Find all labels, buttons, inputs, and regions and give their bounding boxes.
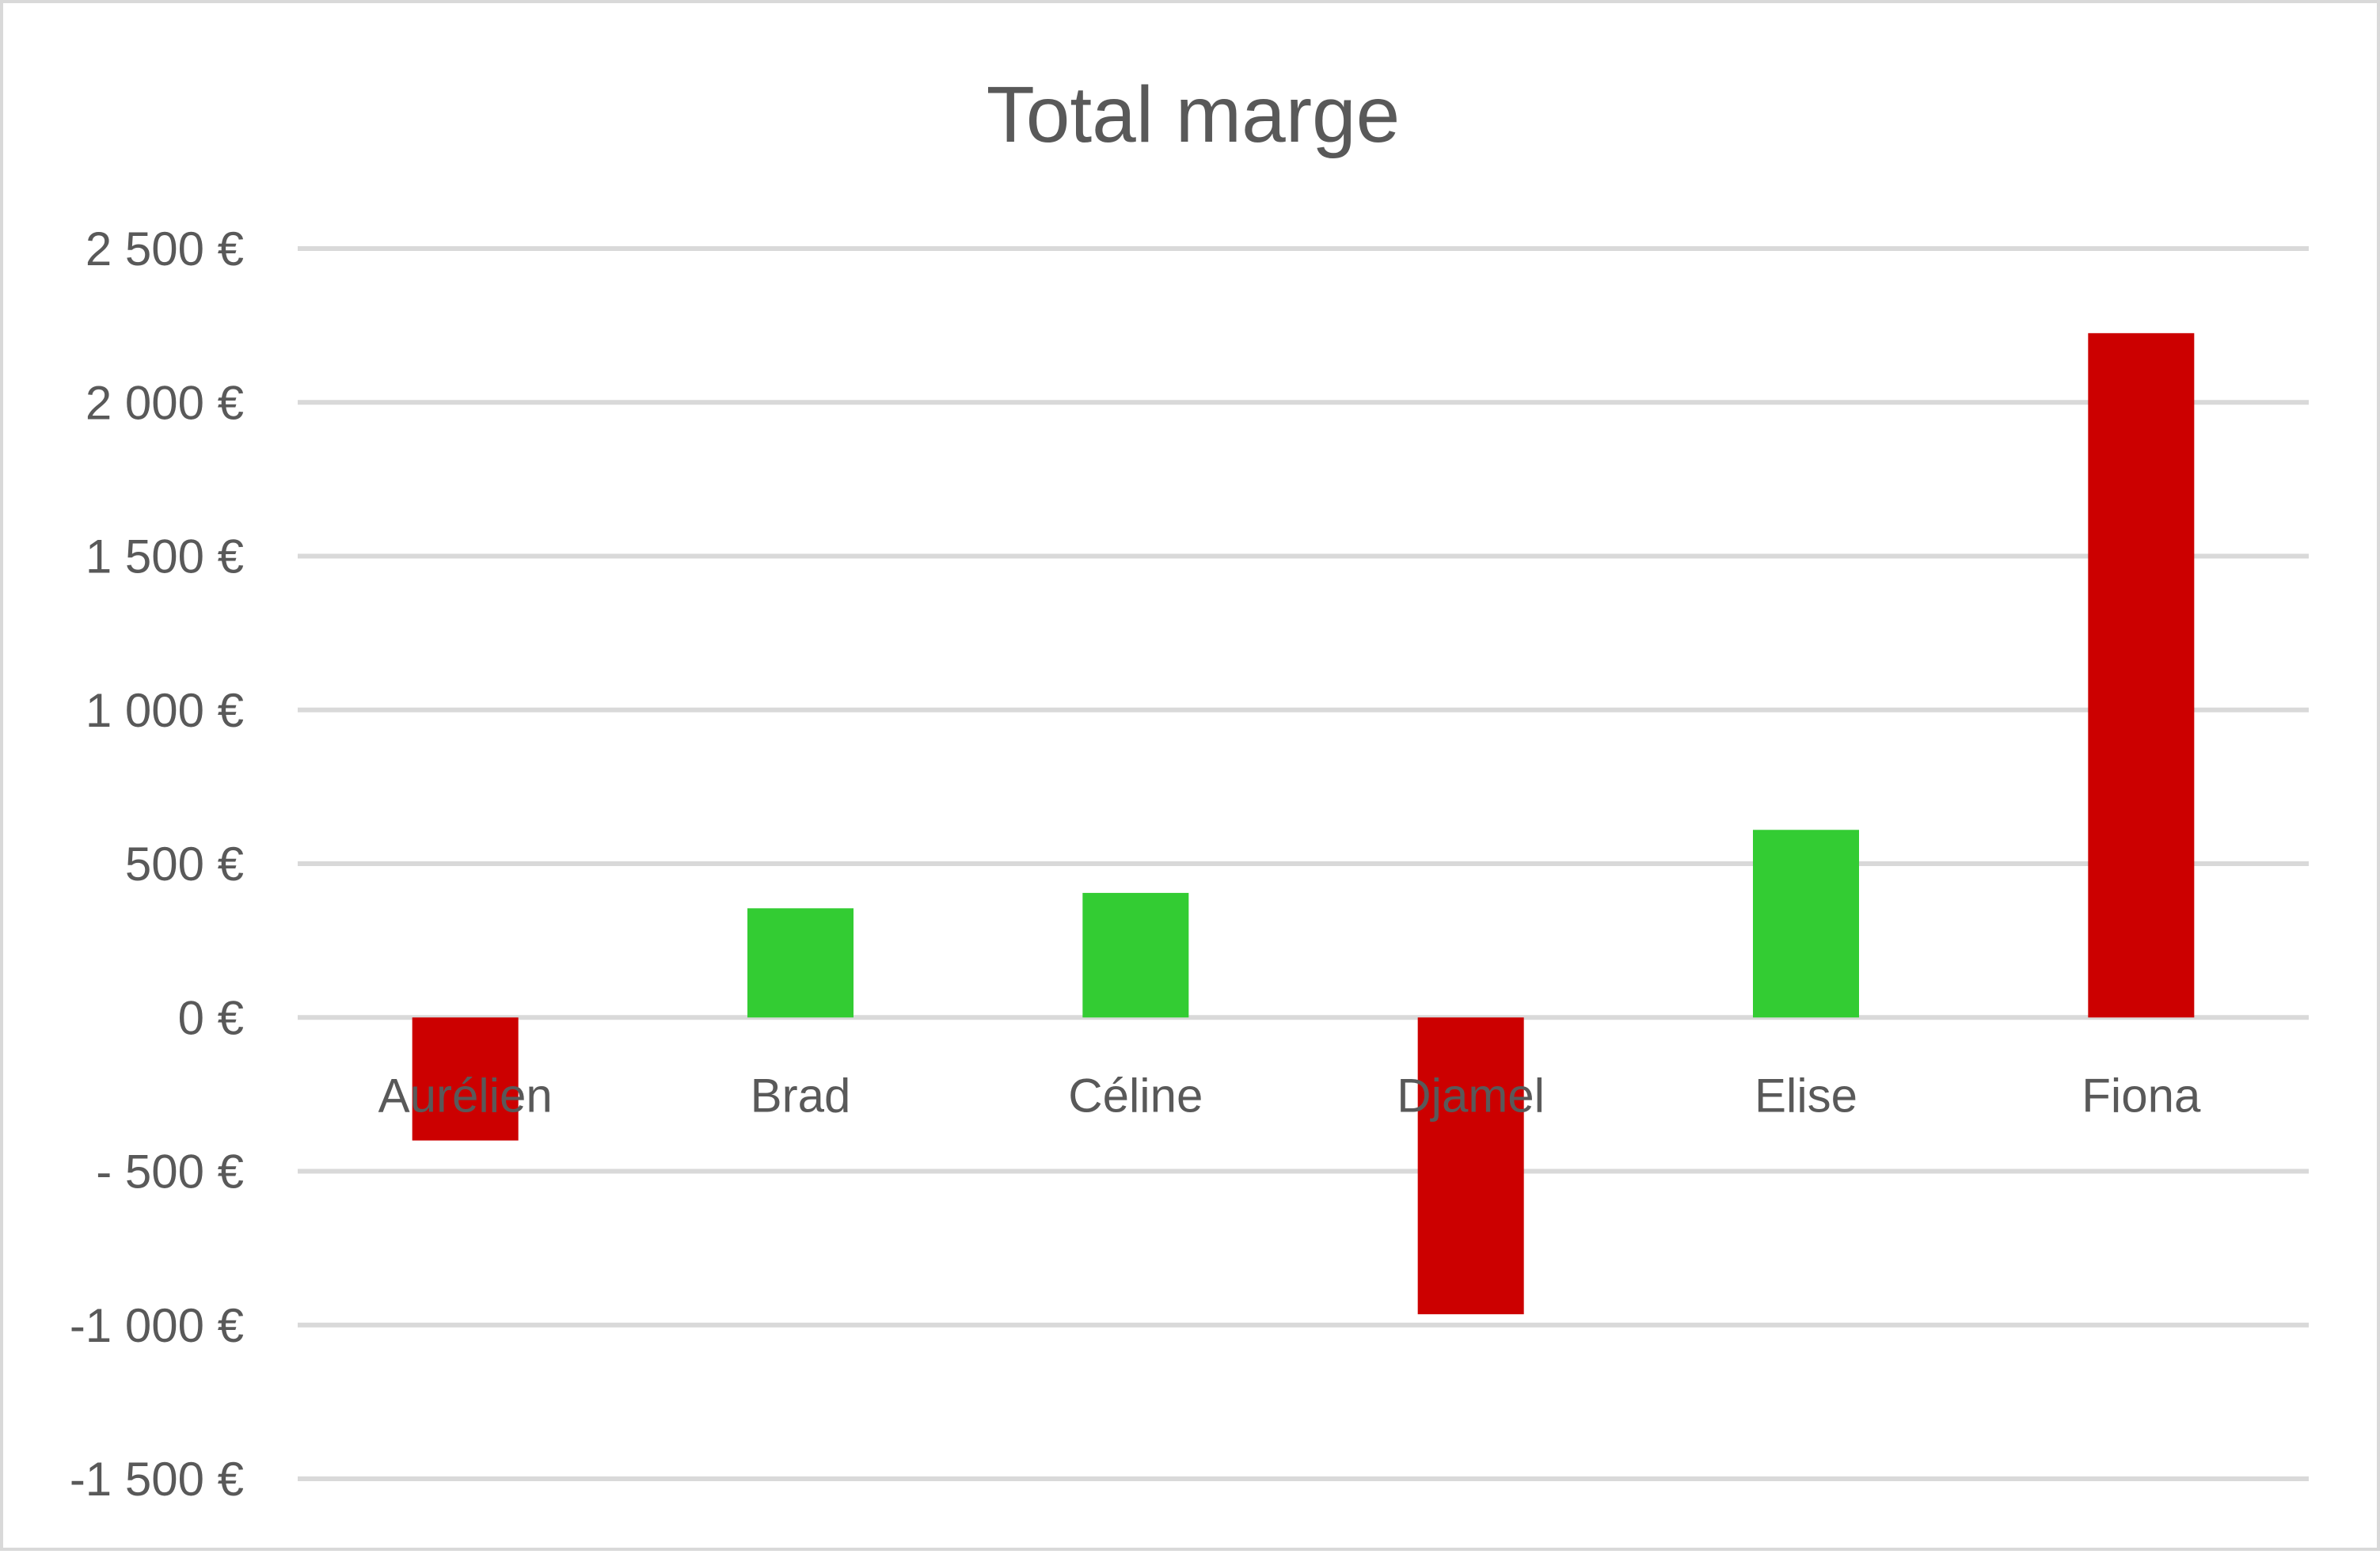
y-tick-label: -1 500 €: [70, 1453, 244, 1506]
y-tick-label: 1 500 €: [86, 530, 244, 583]
y-tick-label: 0 €: [178, 991, 244, 1044]
y-tick-label: 1 000 €: [86, 684, 244, 737]
x-category-label: Brad: [751, 1069, 851, 1122]
y-tick-label: -1 000 €: [70, 1299, 244, 1352]
bar-5: [2088, 332, 2195, 1018]
bar-2: [1082, 892, 1189, 1018]
bar-3: [1417, 1017, 1524, 1315]
x-category-label: Elise: [1755, 1069, 1857, 1122]
x-category-label: Céline: [1068, 1069, 1203, 1122]
x-category-label: Fiona: [2082, 1069, 2201, 1122]
bar-0: [412, 1017, 519, 1141]
bar-4: [1753, 830, 1859, 1018]
bar-1: [747, 908, 854, 1018]
y-tick-label: 2 500 €: [86, 222, 244, 275]
x-category-label: Aurélien: [378, 1069, 553, 1122]
chart-title: Total marge: [987, 70, 1400, 159]
y-axis-tick-labels: 2 500 € 2 000 € 1 500 € 1 000 € 500 € 0 € - 50…: [70, 222, 244, 1506]
gridlines: [298, 246, 2309, 1481]
bars: [412, 332, 2195, 1315]
y-tick-label: - 500 €: [96, 1146, 244, 1199]
y-tick-label: 500 €: [125, 838, 244, 891]
x-category-label: Djamel: [1397, 1069, 1545, 1122]
y-tick-label: 2 000 €: [86, 376, 244, 429]
x-axis-category-labels: Aurélien Brad Céline Djamel Elise Fiona: [378, 1069, 2201, 1122]
bar-chart: Total marge 2 500 € 2 000 € 1 500 € 1 000 €…: [70, 70, 2309, 1506]
